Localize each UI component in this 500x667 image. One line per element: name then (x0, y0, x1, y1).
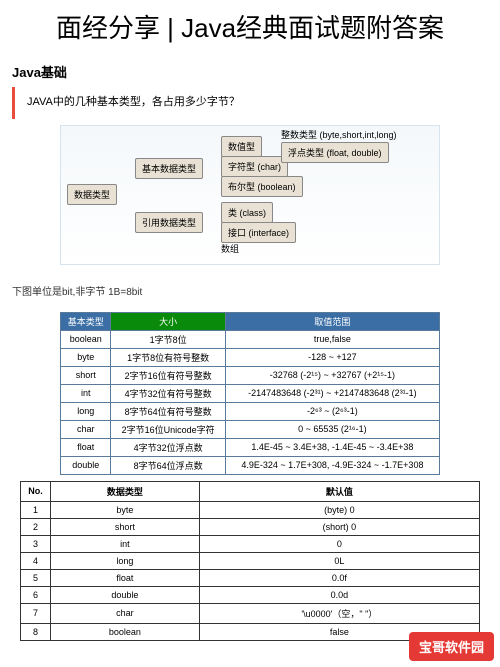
table-row: long8字节64位有符号整数-2⁶³ ~ (2⁶³-1) (61, 402, 440, 420)
page-title: 面经分享 | Java经典面试题附答案 (0, 0, 500, 54)
col-header: 取值范围 (225, 312, 439, 330)
col-header: 大小 (111, 312, 225, 330)
node-interface: 接口 (interface) (221, 222, 296, 243)
table-row: 7char'\u0000'（空，" "） (21, 603, 480, 623)
table-row: 2short(short) 0 (21, 518, 480, 535)
node-basic: 基本数据类型 (135, 158, 203, 179)
col-header: 数据类型 (51, 481, 200, 501)
question-text: JAVA中的几种基本类型，各占用多少字节？ (12, 87, 500, 119)
table-row: int4字节32位有符号整数-2147483648 (-2³¹) ~ +2147… (61, 384, 440, 402)
table-row: short2字节16位有符号整数-32768 (-2¹⁵) ~ +32767 (… (61, 366, 440, 384)
node-array: 数组 (221, 242, 239, 255)
node-char: 字符型 (char) (221, 156, 288, 177)
table-row: 4long0L (21, 552, 480, 569)
col-header: No. (21, 481, 51, 501)
node-root: 数据类型 (67, 184, 117, 205)
table-row: 6double0.0d (21, 586, 480, 603)
table-row: double8字节64位浮点数4.9E-324 ~ 1.7E+308, -4.9… (61, 456, 440, 474)
node-ref: 引用数据类型 (135, 212, 203, 233)
watermark-badge: 宝哥软件园 (409, 632, 494, 661)
node-bool: 布尔型 (boolean) (221, 176, 303, 197)
default-value-table: No.数据类型默认值 1byte(byte) 02short(short) 03… (20, 481, 480, 641)
table-row: char2字节16位Unicode字符0 ~ 65535 (2¹⁶-1) (61, 420, 440, 438)
table-row: boolean1字节8位true,false (61, 330, 440, 348)
node-int-types: 整数类型 (byte,short,int,long) (281, 128, 397, 141)
col-header: 基本类型 (61, 312, 111, 330)
node-class: 类 (class) (221, 202, 273, 223)
col-header: 默认值 (199, 481, 479, 501)
table-row: byte1字节8位有符号整数-128 ~ +127 (61, 348, 440, 366)
node-numeric: 数值型 (221, 136, 262, 157)
node-float-types: 浮点类型 (float, double) (281, 142, 389, 163)
table-row: 5float0.0f (21, 569, 480, 586)
section-heading: Java基础 (0, 54, 500, 87)
table-row: 1byte(byte) 0 (21, 501, 480, 518)
type-tree-diagram: 数据类型 基本数据类型 引用数据类型 数值型 字符型 (char) 布尔型 (b… (60, 125, 440, 265)
table-row: float4字节32位浮点数1.4E-45 ~ 3.4E+38, -1.4E-4… (61, 438, 440, 456)
size-range-table: 基本类型大小取值范围 boolean1字节8位true,falsebyte1字节… (60, 312, 440, 475)
table-row: 3int0 (21, 535, 480, 552)
unit-note: 下图单位是bit,非字节 1B=8bit (0, 271, 500, 306)
